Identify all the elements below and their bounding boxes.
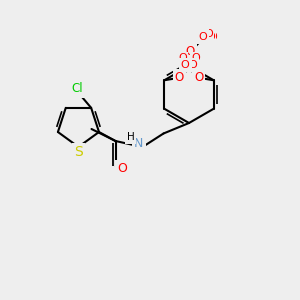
Text: H: H bbox=[127, 132, 134, 142]
Text: O: O bbox=[204, 29, 213, 39]
Text: Cl: Cl bbox=[71, 82, 82, 95]
Text: O: O bbox=[175, 71, 184, 84]
Text: O: O bbox=[117, 162, 127, 176]
Text: O: O bbox=[178, 53, 187, 64]
Text: O: O bbox=[209, 32, 217, 43]
Text: O: O bbox=[191, 53, 200, 64]
Text: O: O bbox=[198, 32, 207, 42]
Text: O: O bbox=[186, 45, 195, 58]
Text: S: S bbox=[74, 145, 83, 159]
Text: O: O bbox=[181, 60, 190, 70]
Text: O: O bbox=[188, 60, 197, 70]
Text: N: N bbox=[134, 137, 144, 150]
Text: O: O bbox=[206, 32, 215, 42]
Text: O: O bbox=[194, 71, 203, 84]
